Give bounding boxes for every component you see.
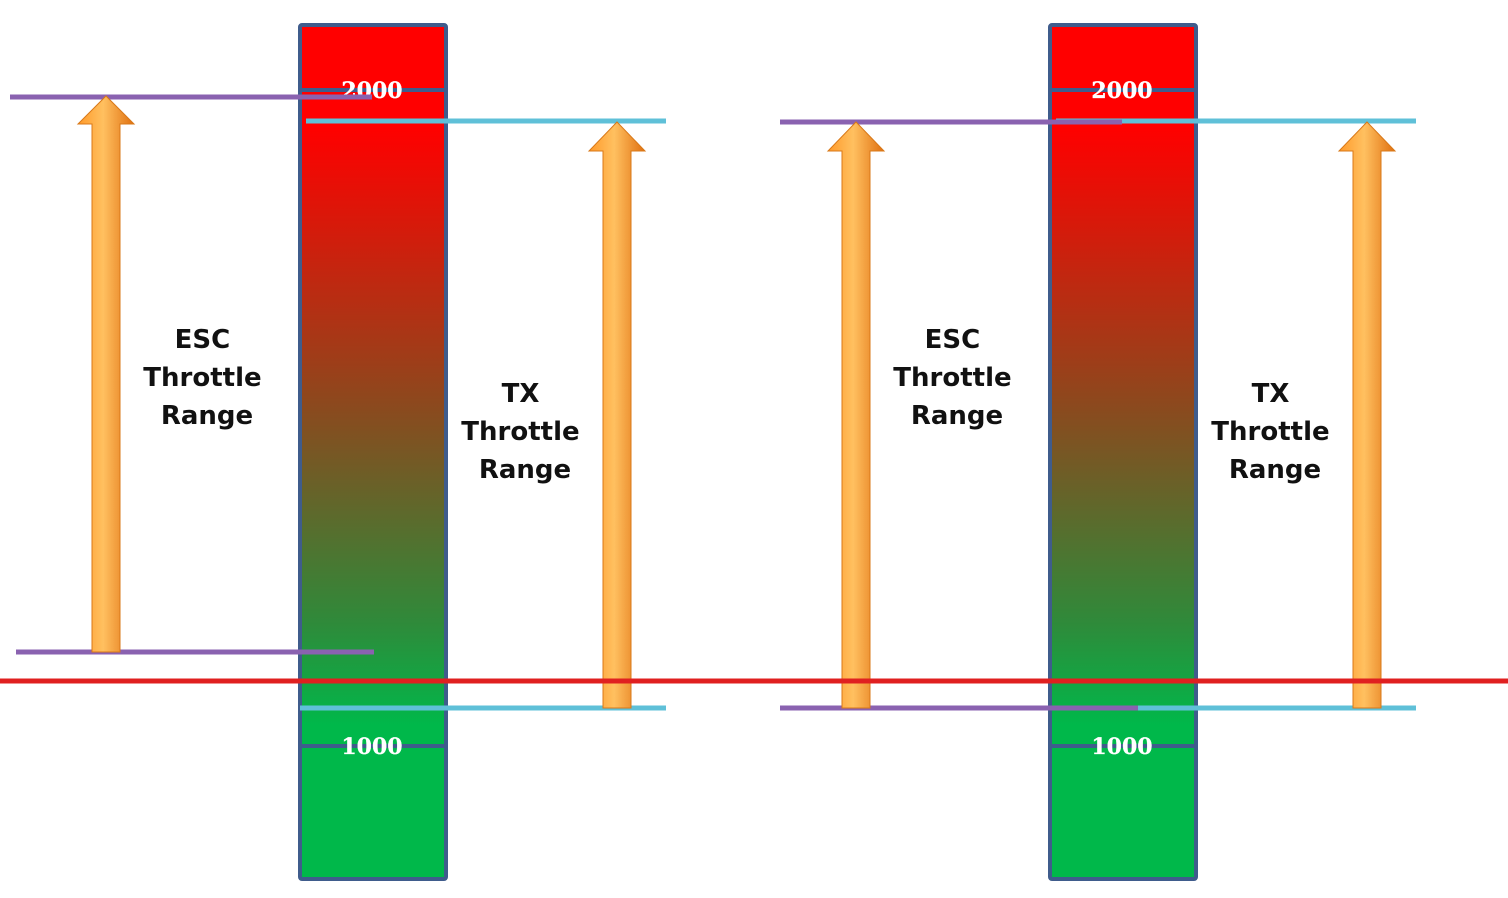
esc-label-line-2: Throttle [143,363,261,393]
esc-label-line-1: ESC [175,325,231,355]
diagram-left: 2000 1000 ESC Throttle Range TX Throttle… [10,23,666,881]
esc-range-arrow-icon [826,121,886,709]
tx-label-line-2: Throttle [461,417,579,447]
diagram-right: 2000 1000 ESC Throttle Range TX Throttle… [780,23,1416,881]
tx-label-line-3: Range [479,455,571,485]
throttle-gauge-bar [1048,23,1198,881]
throttle-gauge-bar [298,23,448,881]
tick-label-1000: 1000 [341,734,402,760]
tick-label-1000: 1000 [1091,734,1152,760]
esc-throttle-range-label: ESC Throttle Range [893,325,1020,431]
esc-label-line-2: Throttle [893,363,1011,393]
tx-throttle-range-label: TX Throttle Range [1211,379,1338,485]
tx-label-line-1: TX [1252,379,1290,409]
tx-label-line-3: Range [1229,455,1321,485]
tx-label-line-1: TX [502,379,540,409]
esc-range-arrow-icon [76,95,136,653]
tx-label-line-2: Throttle [1211,417,1329,447]
esc-label-line-1: ESC [925,325,981,355]
tick-label-2000: 2000 [341,78,402,104]
esc-label-line-3: Range [911,401,1003,431]
tx-range-arrow-icon [587,121,647,709]
esc-throttle-range-label: ESC Throttle Range [143,325,270,431]
tx-throttle-range-label: TX Throttle Range [461,379,588,485]
tick-label-2000: 2000 [1091,78,1152,104]
tx-range-arrow-icon [1337,121,1397,709]
esc-label-line-3: Range [161,401,253,431]
